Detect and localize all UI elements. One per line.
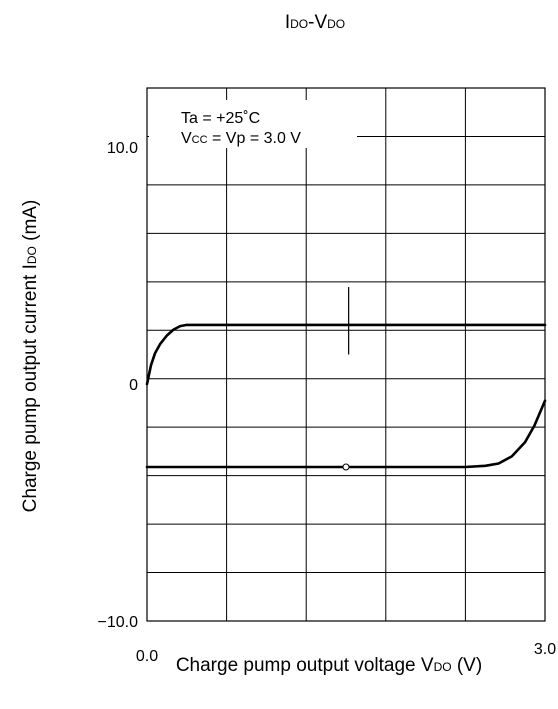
- chart-title: IDO-VDO: [285, 12, 345, 33]
- annotation-voltage: VCC = Vp = 3.0 V: [181, 130, 301, 147]
- plot-frame: [146, 87, 546, 622]
- annotation-background: [149, 100, 357, 148]
- x-tick-label: 3.0: [534, 641, 556, 658]
- x-axis-label: Charge pump output voltage VDO (V): [176, 655, 482, 676]
- y-tick-label: −10.0: [98, 614, 139, 631]
- x-tick-label: 0.0: [136, 648, 158, 665]
- conditions-annotation: Ta = +25˚C VCC = Vp = 3.0 V: [149, 100, 357, 148]
- y-axis-label: Charge pump output current IDO (mA): [20, 200, 41, 513]
- series-line-2: [145, 399, 547, 469]
- y-tick-label: 0: [129, 377, 138, 394]
- y-tick-label: 10.0: [107, 140, 138, 157]
- tick-labels: 10.0 0 −10.0 0.0 3.0: [98, 140, 557, 665]
- grid: [146, 87, 546, 622]
- series-group: [145, 323, 547, 469]
- annotation-temperature: Ta = +25˚C: [181, 110, 260, 127]
- marker-circle: [342, 463, 350, 471]
- series-line-1: [145, 323, 547, 386]
- marker-group: [342, 286, 350, 471]
